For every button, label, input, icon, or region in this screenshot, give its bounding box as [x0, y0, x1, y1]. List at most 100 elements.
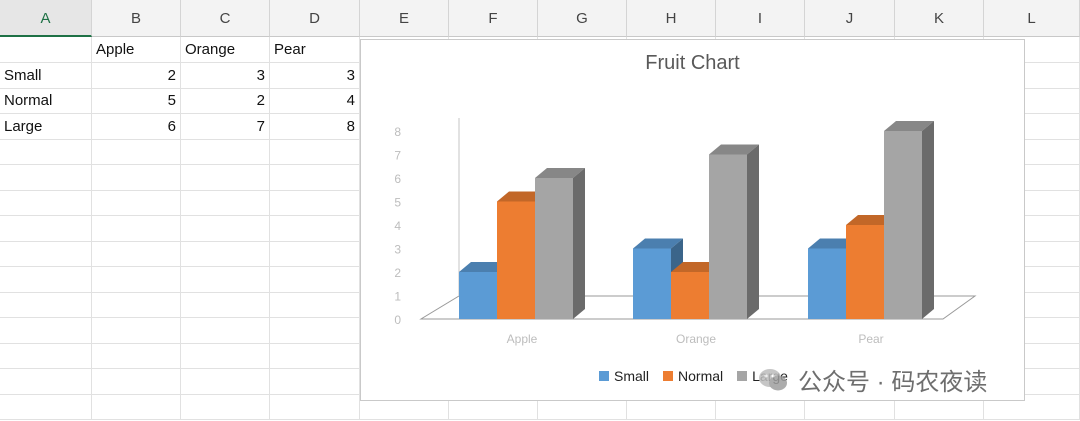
bar-large-apple — [535, 168, 585, 319]
cell-d13[interactable] — [270, 343, 360, 369]
cell-c2[interactable]: 3 — [181, 62, 270, 89]
cell-f15[interactable] — [449, 394, 538, 420]
bar-top — [497, 191, 547, 202]
cell-a3[interactable]: Normal — [0, 88, 92, 114]
cell-d2[interactable]: 3 — [270, 62, 360, 89]
cell-a13[interactable] — [0, 343, 92, 369]
cell-b4[interactable]: 6 — [92, 113, 181, 140]
cell-d5[interactable] — [270, 139, 360, 165]
cell-c14[interactable] — [181, 368, 270, 395]
cell-a7[interactable] — [0, 190, 92, 216]
y-tick-label: 8 — [394, 125, 401, 139]
cell-c11[interactable] — [181, 292, 270, 318]
cell-d9[interactable] — [270, 241, 360, 267]
cell-a5[interactable] — [0, 139, 92, 165]
column-header-a[interactable]: A — [0, 0, 92, 37]
chart-floor — [419, 295, 977, 320]
cell-a10[interactable] — [0, 266, 92, 293]
column-header-d[interactable]: D — [270, 0, 360, 37]
cell-d11[interactable] — [270, 292, 360, 318]
column-header-j[interactable]: J — [805, 0, 895, 37]
cell-a15[interactable] — [0, 394, 92, 420]
cell-c6[interactable] — [181, 164, 270, 191]
cell-c5[interactable] — [181, 139, 270, 165]
cell-k15[interactable] — [895, 394, 984, 420]
cell-d4[interactable]: 8 — [270, 113, 360, 140]
chart-title: Fruit Chart — [645, 52, 740, 74]
bar-large-orange — [709, 144, 759, 319]
cell-d10[interactable] — [270, 266, 360, 293]
column-header-l[interactable]: L — [984, 0, 1080, 37]
cell-a11[interactable] — [0, 292, 92, 318]
y-tick-label: 4 — [394, 219, 401, 233]
cell-b14[interactable] — [92, 368, 181, 395]
cell-d14[interactable] — [270, 368, 360, 395]
cell-d3[interactable]: 4 — [270, 88, 360, 114]
cell-d1[interactable]: Pear — [270, 37, 360, 63]
bar-front — [808, 248, 846, 319]
column-header-h[interactable]: H — [627, 0, 716, 37]
cell-b3[interactable]: 5 — [92, 88, 181, 114]
cell-d12[interactable] — [270, 317, 360, 344]
cell-d7[interactable] — [270, 190, 360, 216]
cell-b15[interactable] — [92, 394, 181, 420]
cell-c12[interactable] — [181, 317, 270, 344]
cell-a9[interactable] — [0, 241, 92, 267]
cell-c3[interactable]: 2 — [181, 88, 270, 114]
fruit-chart[interactable]: Fruit Chart 0 1 2 3 4 5 6 7 8 Apple Orange Pear Sma… — [360, 39, 1025, 401]
cell-c13[interactable] — [181, 343, 270, 369]
cell-b8[interactable] — [92, 215, 181, 242]
cell-c15[interactable] — [181, 394, 270, 420]
bar-front — [535, 178, 573, 319]
cell-d6[interactable] — [270, 164, 360, 191]
cell-c8[interactable] — [181, 215, 270, 242]
cell-d8[interactable] — [270, 215, 360, 242]
cell-c9[interactable] — [181, 241, 270, 267]
cell-b1[interactable]: Apple — [92, 37, 181, 63]
cell-a6[interactable] — [0, 164, 92, 191]
y-tick-label: 1 — [394, 290, 401, 304]
column-header-e[interactable]: E — [360, 0, 449, 37]
bar-side — [922, 121, 934, 319]
cell-b12[interactable] — [92, 317, 181, 344]
cell-b9[interactable] — [92, 241, 181, 267]
cell-d15[interactable] — [270, 394, 360, 420]
chart-legend: SmallNormalLarge — [599, 368, 788, 384]
x-tick-label: Pear — [858, 332, 883, 346]
cell-b13[interactable] — [92, 343, 181, 369]
legend-swatch — [599, 371, 609, 381]
legend-item-normal: Normal — [663, 368, 723, 384]
column-header-b[interactable]: B — [92, 0, 181, 37]
column-header-k[interactable]: K — [895, 0, 984, 37]
column-header-i[interactable]: I — [716, 0, 805, 37]
bar-top — [846, 215, 896, 225]
plot-area: 0 1 2 3 4 5 6 7 8 Apple Orange Pear — [394, 118, 977, 346]
cell-a2[interactable]: Small — [0, 62, 92, 89]
cell-b6[interactable] — [92, 164, 181, 191]
cell-a4[interactable]: Large — [0, 113, 92, 140]
cell-b7[interactable] — [92, 190, 181, 216]
y-tick-label: 6 — [394, 172, 401, 186]
cell-i15[interactable] — [716, 394, 805, 420]
column-header-g[interactable]: G — [538, 0, 627, 37]
cell-h15[interactable] — [627, 394, 716, 420]
cell-a1[interactable] — [0, 37, 92, 63]
cell-b2[interactable]: 2 — [92, 62, 181, 89]
cell-a14[interactable] — [0, 368, 92, 395]
cell-c4[interactable]: 7 — [181, 113, 270, 140]
column-header-f[interactable]: F — [449, 0, 538, 37]
cell-a8[interactable] — [0, 215, 92, 242]
cell-b5[interactable] — [92, 139, 181, 165]
bar-top — [808, 238, 858, 249]
column-header-c[interactable]: C — [181, 0, 270, 37]
cell-c10[interactable] — [181, 266, 270, 293]
cell-c7[interactable] — [181, 190, 270, 216]
cell-b11[interactable] — [92, 292, 181, 318]
cell-b10[interactable] — [92, 266, 181, 293]
table-row — [0, 394, 1080, 420]
cell-g15[interactable] — [538, 394, 627, 420]
cell-j15[interactable] — [805, 394, 895, 420]
cell-e15[interactable] — [360, 394, 449, 420]
cell-a12[interactable] — [0, 317, 92, 344]
cell-c1[interactable]: Orange — [181, 37, 270, 63]
